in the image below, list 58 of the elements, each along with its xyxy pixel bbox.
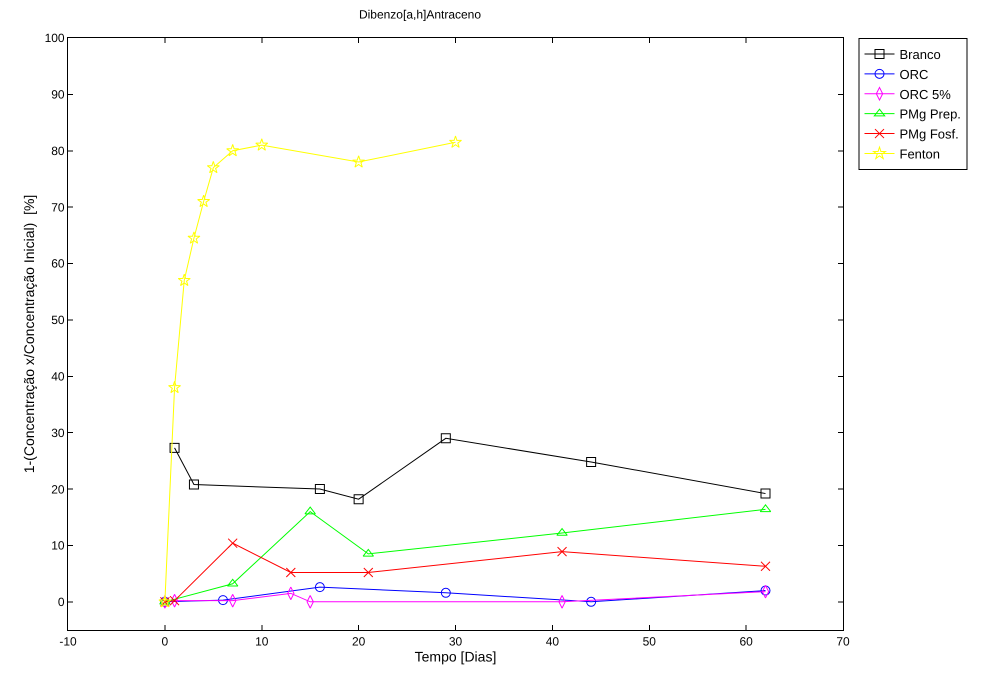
point xyxy=(760,488,770,499)
y-tick-label: 100 xyxy=(44,31,65,46)
legend-label: PMg Prep. xyxy=(900,106,961,122)
y-tick-label: 70 xyxy=(51,200,65,214)
x-tick-label: 40 xyxy=(546,634,560,648)
point xyxy=(440,588,451,598)
y-tick-label: 80 xyxy=(51,144,65,158)
y-tick-label: 40 xyxy=(51,369,65,384)
point xyxy=(255,138,268,151)
point xyxy=(197,194,210,208)
point xyxy=(187,231,200,244)
x-tick-label: 20 xyxy=(352,634,366,648)
x-tick-label: 30 xyxy=(448,634,462,648)
point xyxy=(188,480,199,490)
point xyxy=(226,578,238,587)
point xyxy=(586,456,596,467)
point xyxy=(557,546,568,557)
point xyxy=(449,136,462,148)
point xyxy=(228,538,238,548)
x-tick-label: 60 xyxy=(739,634,754,648)
y-tick-label: 10 xyxy=(51,538,65,553)
point xyxy=(760,586,770,596)
point xyxy=(170,442,180,453)
chart-title: Dibenzo[a,h]Antraceno xyxy=(358,8,482,22)
point xyxy=(760,504,772,512)
point xyxy=(168,380,182,394)
legend-label: ORC 5% xyxy=(900,86,952,102)
point xyxy=(760,561,770,572)
legend-label: Branco xyxy=(900,47,941,62)
x-tick-label: 50 xyxy=(642,634,656,648)
y-axis-title: 1-(Concentração x/Concentração Inicial) [%] xyxy=(21,194,38,474)
point xyxy=(362,548,374,557)
y-tick-label: 20 xyxy=(51,482,65,496)
point xyxy=(206,160,220,174)
point xyxy=(178,274,191,286)
point xyxy=(363,567,374,578)
x-tick-label: 70 xyxy=(836,634,850,648)
y-tick-label: 50 xyxy=(51,313,65,328)
y-tick-label: 60 xyxy=(51,256,65,271)
point xyxy=(586,596,596,607)
y-tick-label: 0 xyxy=(58,595,65,610)
legend-label: ORC xyxy=(900,66,928,82)
point xyxy=(352,155,366,168)
point xyxy=(354,494,364,504)
point xyxy=(440,433,451,444)
x-tick-label: 0 xyxy=(162,634,169,648)
point xyxy=(286,567,296,578)
legend-label: Fenton xyxy=(900,146,940,162)
y-tick-label: 30 xyxy=(51,426,65,440)
x-axis-title: Tempo [Dias] xyxy=(414,648,496,665)
point xyxy=(226,144,240,156)
x-tick-label: 10 xyxy=(255,634,269,648)
point xyxy=(314,484,325,494)
point xyxy=(218,595,228,606)
legend-label: PMg Fosf. xyxy=(900,126,959,142)
y-tick-label: 90 xyxy=(51,88,65,102)
x-tick-label: -10 xyxy=(59,634,77,648)
point xyxy=(314,582,325,592)
